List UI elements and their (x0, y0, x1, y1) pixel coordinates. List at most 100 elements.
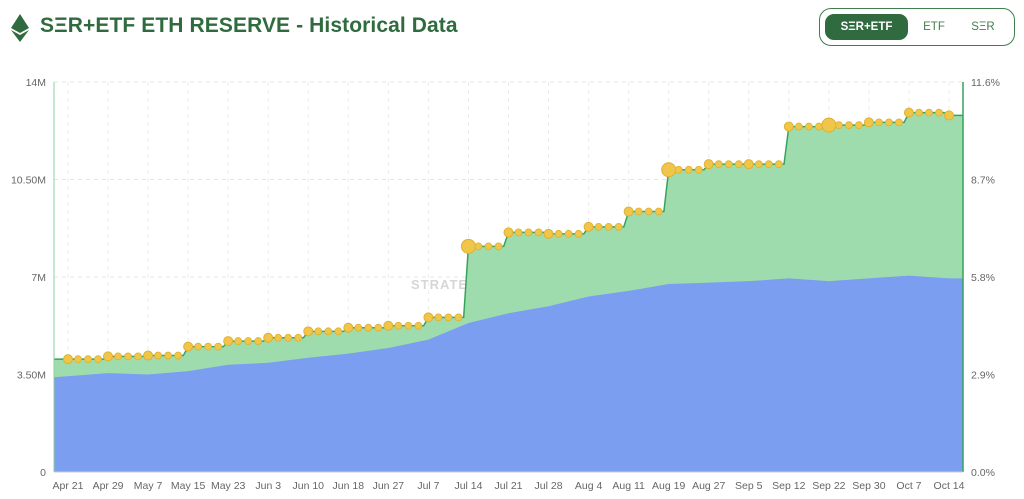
purchase-marker[interactable] (454, 313, 463, 322)
purchase-marker[interactable] (364, 323, 373, 332)
purchase-marker[interactable] (494, 242, 503, 251)
purchase-marker[interactable] (143, 350, 154, 361)
purchase-marker[interactable] (234, 337, 243, 345)
purchase-marker[interactable] (895, 118, 903, 127)
purchase-marker[interactable] (804, 122, 813, 131)
purchase-marker[interactable] (885, 118, 893, 127)
purchase-marker[interactable] (604, 222, 613, 231)
purchase-marker[interactable] (423, 312, 434, 323)
purchase-marker[interactable] (303, 326, 314, 337)
purchase-marker[interactable] (183, 341, 194, 352)
purchase-marker[interactable] (503, 227, 514, 238)
purchase-marker[interactable] (863, 117, 874, 128)
purchase-marker[interactable] (414, 321, 423, 330)
purchase-marker[interactable] (434, 313, 443, 322)
purchase-marker[interactable] (944, 110, 954, 121)
x-tick-label: Jul 14 (454, 480, 482, 492)
purchase-marker[interactable] (154, 351, 163, 360)
x-tick-label: May 15 (171, 480, 206, 492)
purchase-marker[interactable] (94, 355, 102, 364)
purchase-marker[interactable] (764, 160, 773, 169)
ethereum-diamond-icon (11, 14, 29, 42)
purchase-marker[interactable] (614, 222, 623, 231)
left-axis-ticks: 0 3.50M 7M 10.50M 14M (11, 77, 46, 479)
purchase-marker[interactable] (844, 121, 853, 130)
purchase-marker[interactable] (794, 122, 803, 131)
purchase-marker[interactable] (854, 121, 863, 130)
purchase-marker[interactable] (334, 327, 343, 336)
purchase-marker[interactable] (174, 351, 183, 360)
purchase-marker[interactable] (554, 229, 563, 238)
purchase-marker[interactable] (134, 352, 142, 361)
purchase-marker[interactable] (724, 160, 733, 169)
purchase-marker[interactable] (194, 342, 203, 351)
purchase-marker[interactable] (223, 336, 234, 347)
purchase-marker[interactable] (374, 323, 383, 332)
purchase-marker[interactable] (594, 222, 603, 231)
purchase-marker[interactable] (754, 160, 763, 169)
purchase-marker[interactable] (743, 159, 754, 170)
purchase-marker[interactable] (263, 332, 274, 343)
purchase-marker[interactable] (703, 159, 714, 170)
purchase-marker[interactable] (294, 333, 303, 342)
purchase-marker[interactable] (543, 228, 554, 239)
purchase-marker[interactable] (783, 121, 794, 132)
purchase-marker[interactable] (103, 351, 114, 362)
purchase-marker[interactable] (524, 228, 533, 237)
purchase-marker[interactable] (460, 238, 476, 254)
purchase-marker[interactable] (623, 206, 634, 217)
purchase-marker[interactable] (714, 160, 723, 169)
purchase-marker[interactable] (935, 108, 943, 117)
purchase-marker[interactable] (644, 207, 653, 216)
purchase-marker[interactable] (394, 321, 403, 330)
purchase-marker[interactable] (484, 242, 493, 251)
purchase-marker[interactable] (534, 228, 543, 237)
purchase-marker[interactable] (444, 313, 453, 322)
purchase-marker[interactable] (314, 327, 323, 336)
purchase-marker[interactable] (684, 165, 693, 174)
purchase-marker[interactable] (903, 107, 914, 118)
y-left-tick-label: 3.50M (17, 370, 46, 382)
purchase-marker[interactable] (654, 207, 663, 216)
purchase-marker[interactable] (661, 162, 677, 178)
purchase-marker[interactable] (324, 327, 333, 336)
purchase-marker[interactable] (204, 342, 213, 351)
purchase-marker[interactable] (214, 342, 223, 351)
purchase-marker[interactable] (574, 229, 583, 238)
purchase-marker[interactable] (244, 337, 253, 345)
purchase-marker[interactable] (915, 108, 923, 117)
purchase-marker[interactable] (875, 118, 883, 127)
purchase-marker[interactable] (284, 333, 293, 342)
purchase-marker[interactable] (74, 355, 82, 364)
purchase-marker[interactable] (514, 228, 523, 237)
purchase-marker[interactable] (583, 221, 594, 232)
tab-ser-etf[interactable]: SΞR+ETF (825, 14, 908, 40)
purchase-marker[interactable] (404, 321, 413, 330)
purchase-marker[interactable] (814, 122, 823, 131)
purchase-marker[interactable] (343, 322, 354, 333)
purchase-marker[interactable] (834, 121, 843, 130)
purchase-marker[interactable] (164, 351, 173, 360)
purchase-marker[interactable] (774, 160, 783, 169)
tab-etf[interactable]: ETF (923, 21, 945, 33)
purchase-marker[interactable] (674, 165, 683, 174)
view-toggle: SΞR+ETF ETF SΞR (819, 8, 1015, 46)
purchase-marker[interactable] (564, 229, 573, 238)
purchase-marker[interactable] (254, 337, 263, 345)
purchase-marker[interactable] (354, 323, 363, 332)
purchase-marker[interactable] (274, 333, 283, 342)
tab-ser[interactable]: SΞR (971, 21, 995, 33)
purchase-marker[interactable] (474, 242, 483, 251)
purchase-marker[interactable] (734, 160, 743, 169)
purchase-marker[interactable] (63, 354, 73, 365)
purchase-marker[interactable] (84, 355, 92, 364)
y-right-tick-label: 0.0% (971, 467, 995, 479)
purchase-marker[interactable] (124, 352, 132, 361)
purchase-marker[interactable] (114, 352, 122, 361)
purchase-marker[interactable] (925, 108, 933, 117)
y-left-tick-label: 0 (40, 467, 46, 479)
purchase-marker[interactable] (694, 165, 703, 174)
purchase-marker[interactable] (821, 117, 837, 133)
purchase-marker[interactable] (383, 320, 394, 331)
purchase-marker[interactable] (634, 207, 643, 216)
